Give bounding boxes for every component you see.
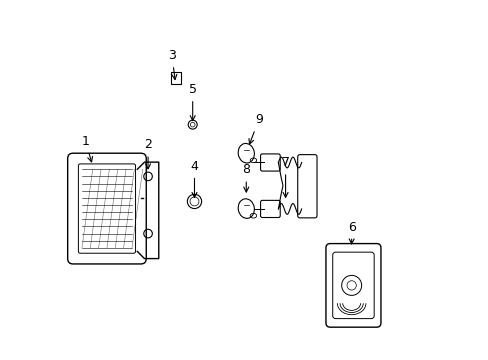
- Text: 8: 8: [242, 163, 250, 192]
- Text: 6: 6: [347, 221, 355, 244]
- Text: 5: 5: [188, 83, 196, 121]
- Text: 9: 9: [248, 113, 262, 144]
- Text: 2: 2: [144, 139, 152, 169]
- Text: 1: 1: [81, 135, 92, 162]
- Text: 4: 4: [190, 160, 198, 197]
- Text: 7: 7: [281, 156, 289, 197]
- Text: 3: 3: [168, 49, 177, 80]
